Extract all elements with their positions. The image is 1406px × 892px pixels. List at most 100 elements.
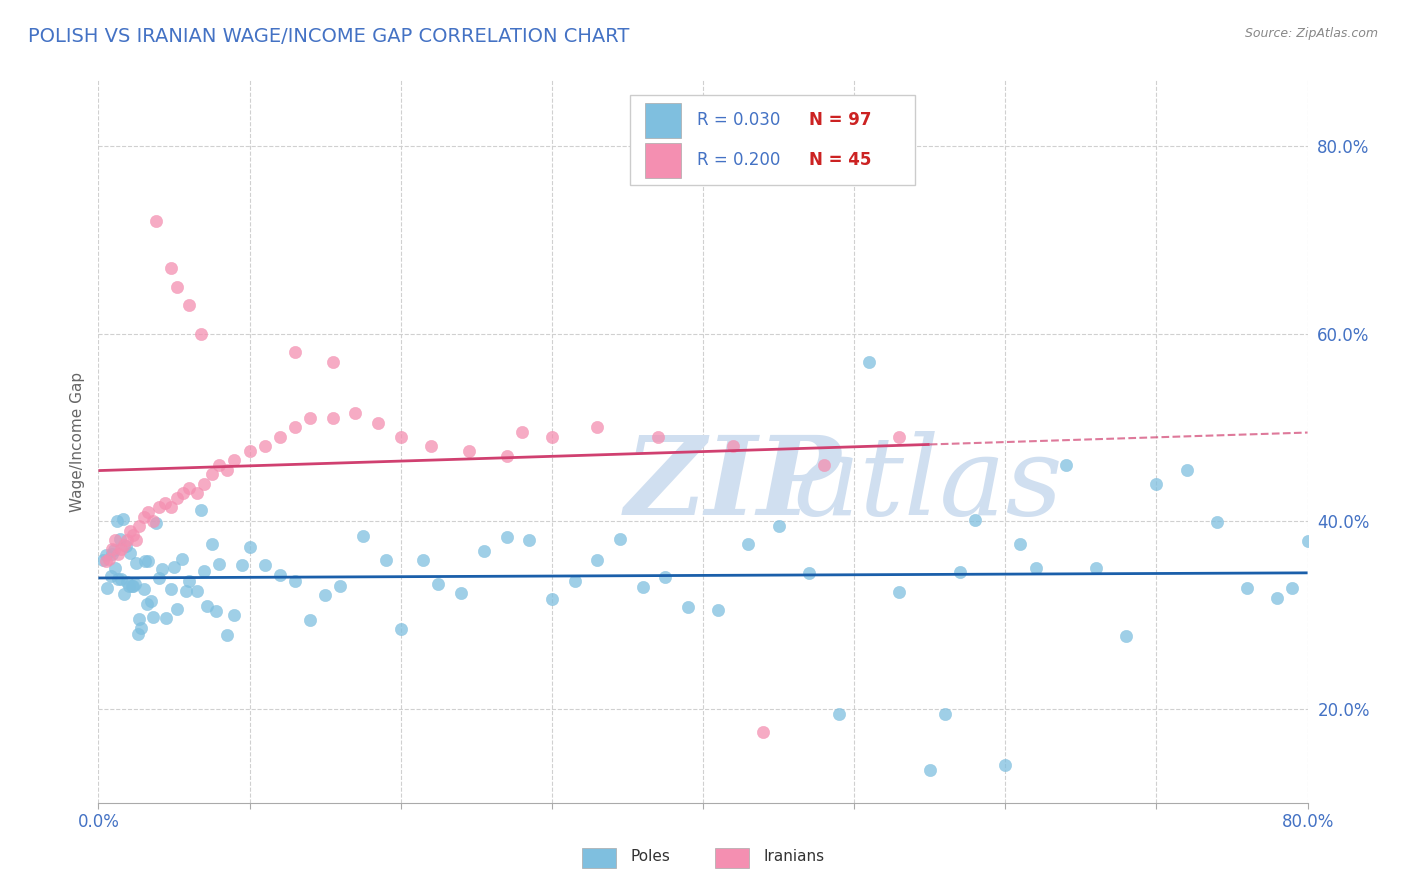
Point	[1236, 581, 1258, 595]
Point	[517, 533, 540, 548]
Point	[179, 298, 201, 312]
Point	[155, 611, 177, 625]
Point	[101, 547, 124, 561]
Text: N = 45: N = 45	[810, 152, 872, 169]
Point	[118, 579, 141, 593]
Point	[420, 439, 443, 453]
Point	[114, 539, 136, 553]
Point	[239, 540, 262, 554]
Point	[104, 533, 127, 547]
Point	[195, 599, 218, 613]
Point	[284, 574, 307, 588]
Point	[163, 560, 186, 574]
Point	[813, 458, 835, 472]
Point	[125, 533, 148, 547]
Bar	[716, 847, 749, 868]
Point	[112, 587, 135, 601]
Point	[889, 585, 911, 599]
Point	[1010, 537, 1032, 551]
Text: R = 0.030: R = 0.030	[697, 111, 780, 129]
Point	[631, 580, 654, 594]
Point	[828, 706, 851, 721]
Point	[1296, 533, 1319, 548]
Point	[145, 516, 167, 530]
Point	[1267, 591, 1289, 605]
Point	[174, 583, 197, 598]
Point	[170, 551, 193, 566]
Point	[122, 579, 145, 593]
Point	[253, 558, 276, 573]
Point	[510, 425, 533, 439]
Point	[374, 553, 396, 567]
Point	[224, 453, 246, 467]
Point	[190, 503, 212, 517]
Point	[329, 579, 352, 593]
Point	[104, 561, 127, 575]
Point	[723, 439, 745, 453]
Point	[208, 458, 231, 472]
Point	[160, 582, 183, 596]
Point	[201, 537, 224, 551]
Point	[495, 530, 517, 544]
Point	[205, 604, 228, 618]
Point	[299, 613, 322, 627]
Point	[124, 577, 146, 591]
Point	[190, 326, 212, 341]
Point	[193, 565, 215, 579]
Point	[145, 214, 167, 228]
Point	[141, 594, 163, 608]
Point	[111, 512, 134, 526]
Text: Source: ZipAtlas.com: Source: ZipAtlas.com	[1244, 27, 1378, 40]
Text: R = 0.200: R = 0.200	[697, 152, 780, 169]
Point	[994, 758, 1017, 772]
Point	[231, 558, 253, 572]
Point	[150, 562, 173, 576]
Bar	[645, 103, 682, 138]
Point	[94, 548, 117, 562]
Point	[193, 476, 215, 491]
Point	[166, 491, 188, 505]
Point	[314, 588, 336, 602]
Text: ZIP: ZIP	[624, 431, 841, 539]
Point	[737, 537, 759, 551]
Point	[134, 554, 156, 568]
Point	[201, 467, 224, 482]
Point	[239, 444, 262, 458]
Point	[215, 463, 238, 477]
Point	[752, 725, 775, 739]
Point	[540, 591, 562, 606]
Point	[949, 565, 972, 579]
Point	[186, 583, 208, 598]
Y-axis label: Wage/Income Gap: Wage/Income Gap	[69, 371, 84, 512]
Point	[112, 538, 135, 552]
Point	[322, 411, 344, 425]
Point	[858, 355, 880, 369]
Point	[110, 572, 132, 586]
Point	[91, 553, 114, 567]
Point	[148, 500, 170, 515]
Text: atlas: atlas	[793, 431, 1063, 539]
Point	[160, 260, 183, 275]
Point	[125, 556, 148, 570]
Point	[389, 430, 412, 444]
Point	[284, 345, 307, 359]
Point	[322, 355, 344, 369]
Point	[172, 486, 194, 500]
Point	[269, 567, 291, 582]
Point	[128, 519, 150, 533]
Point	[654, 570, 676, 584]
Point	[115, 533, 138, 547]
Point	[344, 406, 367, 420]
Point	[540, 430, 562, 444]
Point	[797, 566, 820, 581]
Point	[1281, 581, 1303, 595]
Point	[412, 553, 434, 567]
Point	[676, 600, 699, 615]
Point	[918, 763, 941, 777]
Point	[495, 449, 517, 463]
Point	[586, 420, 609, 434]
Point	[253, 439, 276, 453]
Point	[120, 546, 142, 560]
Bar	[645, 143, 682, 178]
Point	[148, 571, 170, 585]
